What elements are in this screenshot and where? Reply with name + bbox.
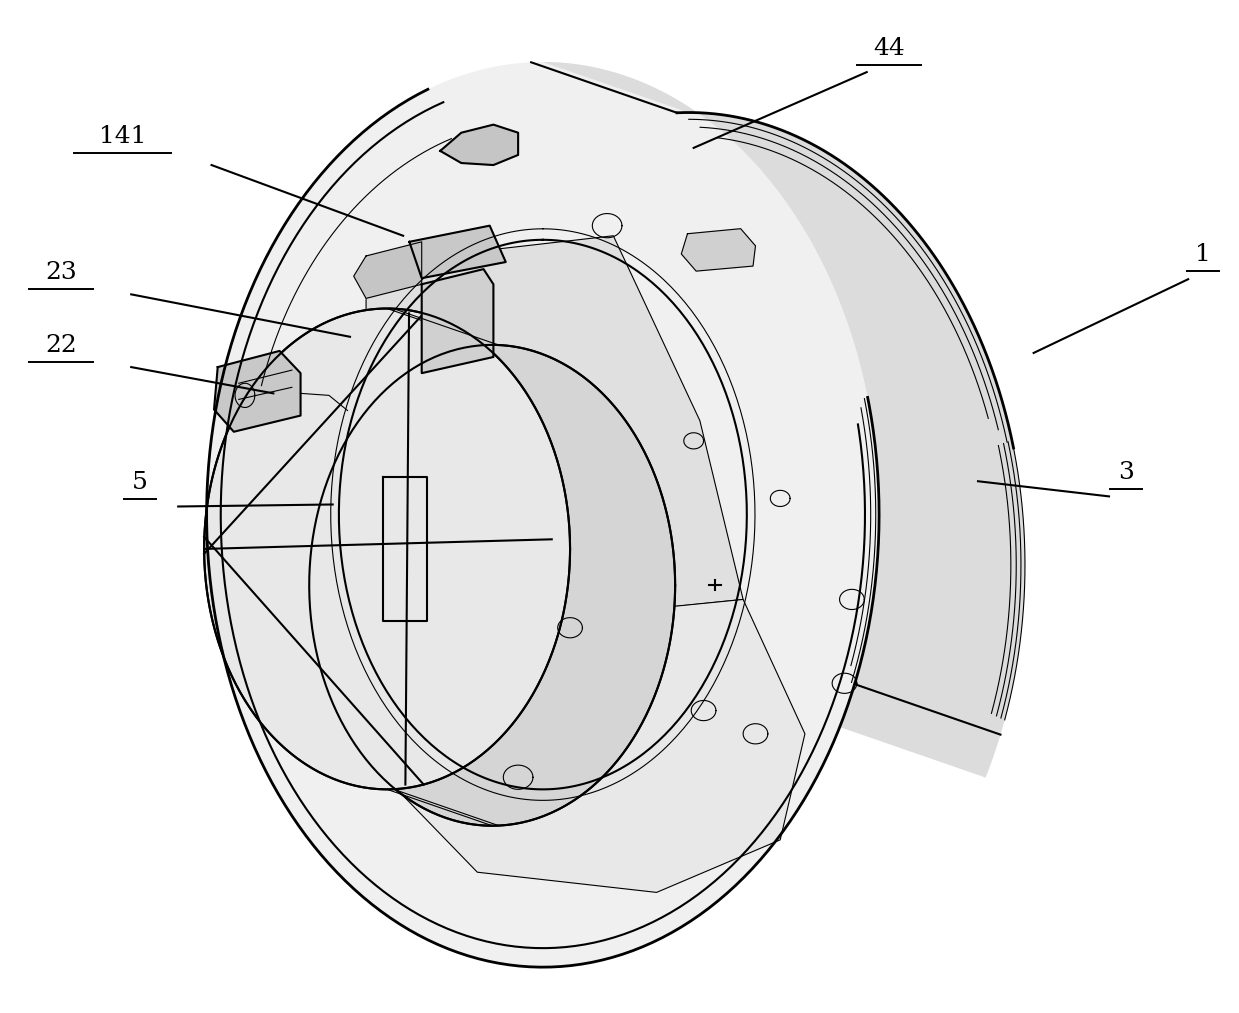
Polygon shape — [440, 125, 518, 165]
Text: 44: 44 — [873, 37, 904, 60]
Polygon shape — [543, 62, 1025, 778]
Polygon shape — [207, 62, 880, 967]
Polygon shape — [204, 309, 570, 789]
Polygon shape — [214, 350, 301, 432]
Polygon shape — [366, 236, 743, 626]
Text: 23: 23 — [45, 261, 77, 285]
Polygon shape — [390, 600, 805, 892]
Text: 141: 141 — [99, 125, 146, 148]
Text: 5: 5 — [131, 471, 147, 494]
Text: 1: 1 — [1196, 243, 1211, 266]
Polygon shape — [310, 344, 675, 826]
Polygon shape — [353, 242, 421, 299]
Text: 3: 3 — [1119, 461, 1134, 484]
Polygon shape — [409, 226, 506, 279]
Polygon shape — [421, 269, 493, 373]
Polygon shape — [681, 229, 756, 271]
Text: 22: 22 — [45, 334, 77, 357]
